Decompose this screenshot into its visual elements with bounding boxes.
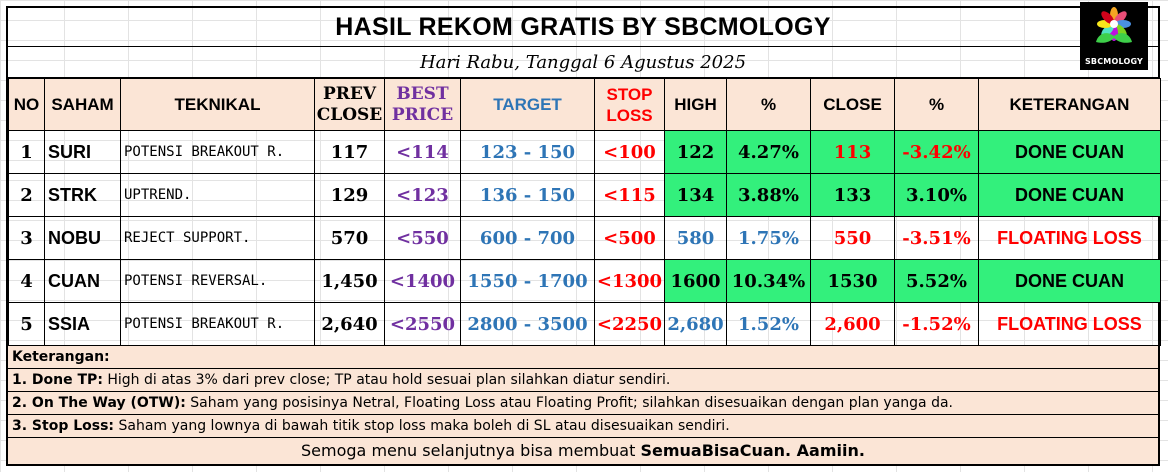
note-label: 1. Done TP: (12, 372, 103, 388)
header-pct-close: % (894, 78, 979, 131)
sbcmology-logo: SBCMOLOGY (1080, 2, 1148, 70)
cell-keterangan: DONE CUAN (978, 173, 1161, 217)
cell-prev-close: 129 (314, 173, 385, 217)
notes-heading: Keterangan: (8, 346, 1158, 369)
note-item: 2. On The Way (OTW): Saham yang posisiny… (8, 392, 1158, 415)
cell-target: 600 - 700 (460, 216, 595, 260)
cell-high: 134 (664, 173, 727, 217)
cell-teknikal: POTENSI REVERSAL. (120, 259, 315, 303)
table-row: 4 CUAN POTENSI REVERSAL. 1,450 <1400 155… (8, 259, 1161, 303)
cell-pct-close: -3.51% (894, 216, 979, 260)
cell-no: 1 (8, 130, 45, 174)
cell-best-price: <550 (384, 216, 461, 260)
cell-high: 122 (664, 130, 727, 174)
header-stop-loss: STOP LOSS (594, 78, 665, 131)
header-pct-high: % (726, 78, 811, 131)
table-row: 1 SURI POTENSI BREAKOUT R. 117 <114 123 … (8, 130, 1161, 174)
header-target: TARGET (460, 78, 595, 131)
notes-section: Keterangan: 1. Done TP: High di atas 3% … (8, 346, 1158, 438)
cell-prev-close: 1,450 (314, 259, 385, 303)
cell-saham: NOBU (44, 216, 121, 260)
cell-target: 2800 - 3500 (460, 302, 595, 346)
cell-no: 3 (8, 216, 45, 260)
cell-high: 580 (664, 216, 727, 260)
cell-close: 550 (810, 216, 895, 260)
header-keterangan: KETERANGAN (978, 78, 1161, 131)
cell-target: 1550 - 1700 (460, 259, 595, 303)
cell-pct-high: 3.88% (726, 173, 811, 217)
cell-pct-close: -1.52% (894, 302, 979, 346)
header-best-price: BEST PRICE (384, 78, 461, 131)
page-subtitle: Hari Rabu, Tanggal 6 Agustus 2025 (8, 47, 1158, 78)
cell-stop-loss: <2250 (594, 302, 665, 346)
note-text: Saham yang lownya di bawah titik stop lo… (114, 418, 730, 434)
header-no: NO (8, 78, 45, 131)
header-close: CLOSE (810, 78, 895, 131)
note-label: 2. On The Way (OTW): (12, 395, 186, 411)
table-row: 2 STRK UPTREND. 129 <123 136 - 150 <115 … (8, 173, 1161, 217)
cell-target: 123 - 150 (460, 130, 595, 174)
recommendation-sheet: HASIL REKOM GRATIS BY SBCMOLOGY Hari Rab… (6, 6, 1161, 466)
footer-bold: SemuaBisaCuan. Aamiin. (640, 441, 865, 460)
cell-pct-high: 4.27% (726, 130, 811, 174)
cell-pct-close: -3.42% (894, 130, 979, 174)
cell-keterangan: FLOATING LOSS (978, 302, 1161, 346)
cell-teknikal: POTENSI BREAKOUT R. (120, 302, 315, 346)
table-row: 5 SSIA POTENSI BREAKOUT R. 2,640 <2550 2… (8, 302, 1161, 346)
header-teknikal: TEKNIKAL (120, 78, 315, 131)
cell-prev-close: 570 (314, 216, 385, 260)
cell-best-price: <2550 (384, 302, 461, 346)
cell-close: 1530 (810, 259, 895, 303)
note-item: 1. Done TP: High di atas 3% dari prev cl… (8, 369, 1158, 392)
flower-icon (1096, 7, 1132, 43)
cell-teknikal: REJECT SUPPORT. (120, 216, 315, 260)
cell-saham: CUAN (44, 259, 121, 303)
cell-no: 2 (8, 173, 45, 217)
cell-saham: SURI (44, 130, 121, 174)
header-prev-close: PREV CLOSE (314, 78, 385, 131)
cell-keterangan: DONE CUAN (978, 130, 1161, 174)
cell-pct-close: 5.52% (894, 259, 979, 303)
header-high: HIGH (664, 78, 727, 131)
page-title: HASIL REKOM GRATIS BY SBCMOLOGY (8, 8, 1158, 47)
cell-stop-loss: <1300 (594, 259, 665, 303)
cell-teknikal: UPTREND. (120, 173, 315, 217)
cell-target: 136 - 150 (460, 173, 595, 217)
note-label: 3. Stop Loss: (12, 418, 115, 434)
cell-close: 133 (810, 173, 895, 217)
cell-stop-loss: <100 (594, 130, 665, 174)
note-text: High di atas 3% dari prev close; TP atau… (102, 372, 671, 388)
cell-pct-high: 10.34% (726, 259, 811, 303)
cell-keterangan: FLOATING LOSS (978, 216, 1161, 260)
cell-stop-loss: <500 (594, 216, 665, 260)
cell-prev-close: 117 (314, 130, 385, 174)
table-header-row: NO SAHAM TEKNIKAL PREV CLOSE BEST PRICE TA… (8, 78, 1161, 131)
cell-close: 2,600 (810, 302, 895, 346)
header-saham: SAHAM (44, 78, 121, 131)
note-text: Saham yang posisinya Netral, Floating Lo… (185, 395, 953, 411)
recommendation-table: NO SAHAM TEKNIKAL PREV CLOSE BEST PRICE TA… (8, 78, 1161, 346)
cell-pct-high: 1.52% (726, 302, 811, 346)
cell-best-price: <123 (384, 173, 461, 217)
note-item: 3. Stop Loss: Saham yang lownya di bawah… (8, 415, 1158, 438)
cell-high: 2,680 (664, 302, 727, 346)
cell-stop-loss: <115 (594, 173, 665, 217)
cell-saham: SSIA (44, 302, 121, 346)
cell-pct-close: 3.10% (894, 173, 979, 217)
cell-saham: STRK (44, 173, 121, 217)
cell-close: 113 (810, 130, 895, 174)
cell-no: 5 (8, 302, 45, 346)
cell-keterangan: DONE CUAN (978, 259, 1161, 303)
cell-best-price: <114 (384, 130, 461, 174)
cell-prev-close: 2,640 (314, 302, 385, 346)
cell-high: 1600 (664, 259, 727, 303)
logo-text: SBCMOLOGY (1084, 57, 1144, 66)
cell-no: 4 (8, 259, 45, 303)
cell-pct-high: 1.75% (726, 216, 811, 260)
footer-message: Semoga menu selanjutnya bisa membuat Sem… (8, 438, 1158, 464)
cell-teknikal: POTENSI BREAKOUT R. (120, 130, 315, 174)
table-row: 3 NOBU REJECT SUPPORT. 570 <550 600 - 70… (8, 216, 1161, 260)
cell-best-price: <1400 (384, 259, 461, 303)
